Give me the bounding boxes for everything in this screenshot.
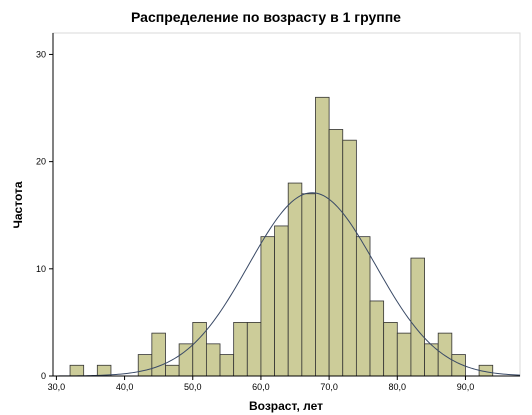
histogram-bar	[137, 354, 153, 377]
histogram-bar	[287, 182, 303, 377]
histogram-bar	[69, 364, 85, 377]
histogram-bar	[437, 332, 453, 377]
histogram-bar	[246, 322, 262, 377]
x-tick-label: 90,0	[457, 382, 475, 392]
y-axis-label: Частота	[11, 181, 25, 228]
y-axis-ticks: 0 10 20 30	[36, 49, 53, 381]
y-tick-label: 20	[36, 157, 46, 167]
histogram-bar	[165, 364, 180, 377]
normal-curve	[52, 192, 521, 377]
histogram-bar	[342, 139, 357, 377]
histogram-bar	[178, 343, 194, 377]
histogram-bar	[151, 332, 166, 377]
x-tick-label: 50,0	[184, 382, 202, 392]
histogram-bar	[301, 193, 316, 377]
histogram-bar	[260, 236, 275, 377]
histogram-bar	[383, 322, 398, 377]
y-tick-label: 0	[41, 371, 46, 381]
x-tick-label: 30,0	[48, 382, 66, 392]
histogram-bar	[233, 322, 248, 377]
histogram-bar	[410, 257, 425, 377]
chart-title: Распределение по возрасту в 1 группе	[131, 9, 401, 25]
x-axis-ticks: 30,0 40,0 50,0 60,0 70,0 80,0 90,0	[48, 376, 475, 392]
histogram-bar	[219, 354, 235, 377]
y-tick-label: 10	[36, 264, 46, 274]
histogram-bar	[369, 300, 385, 377]
x-tick-label: 70,0	[320, 382, 338, 392]
x-axis-label: Возраст, лет	[249, 399, 323, 413]
histogram-bar	[274, 225, 289, 377]
histogram-bar	[192, 322, 207, 377]
y-tick-label: 30	[36, 49, 46, 59]
histogram-bar	[315, 96, 330, 377]
histogram-bars	[69, 96, 494, 377]
histogram-bar	[328, 129, 344, 377]
x-tick-label: 40,0	[116, 382, 134, 392]
histogram-bar	[355, 236, 371, 377]
histogram-bar	[205, 343, 221, 377]
histogram-bar	[96, 364, 112, 377]
histogram-bar	[396, 332, 412, 377]
x-tick-label: 60,0	[252, 382, 270, 392]
x-tick-label: 80,0	[389, 382, 407, 392]
plot-area: 30,0 40,0 50,0 60,0 70,0 80,0 90,0 0 10 20 30	[36, 32, 521, 392]
